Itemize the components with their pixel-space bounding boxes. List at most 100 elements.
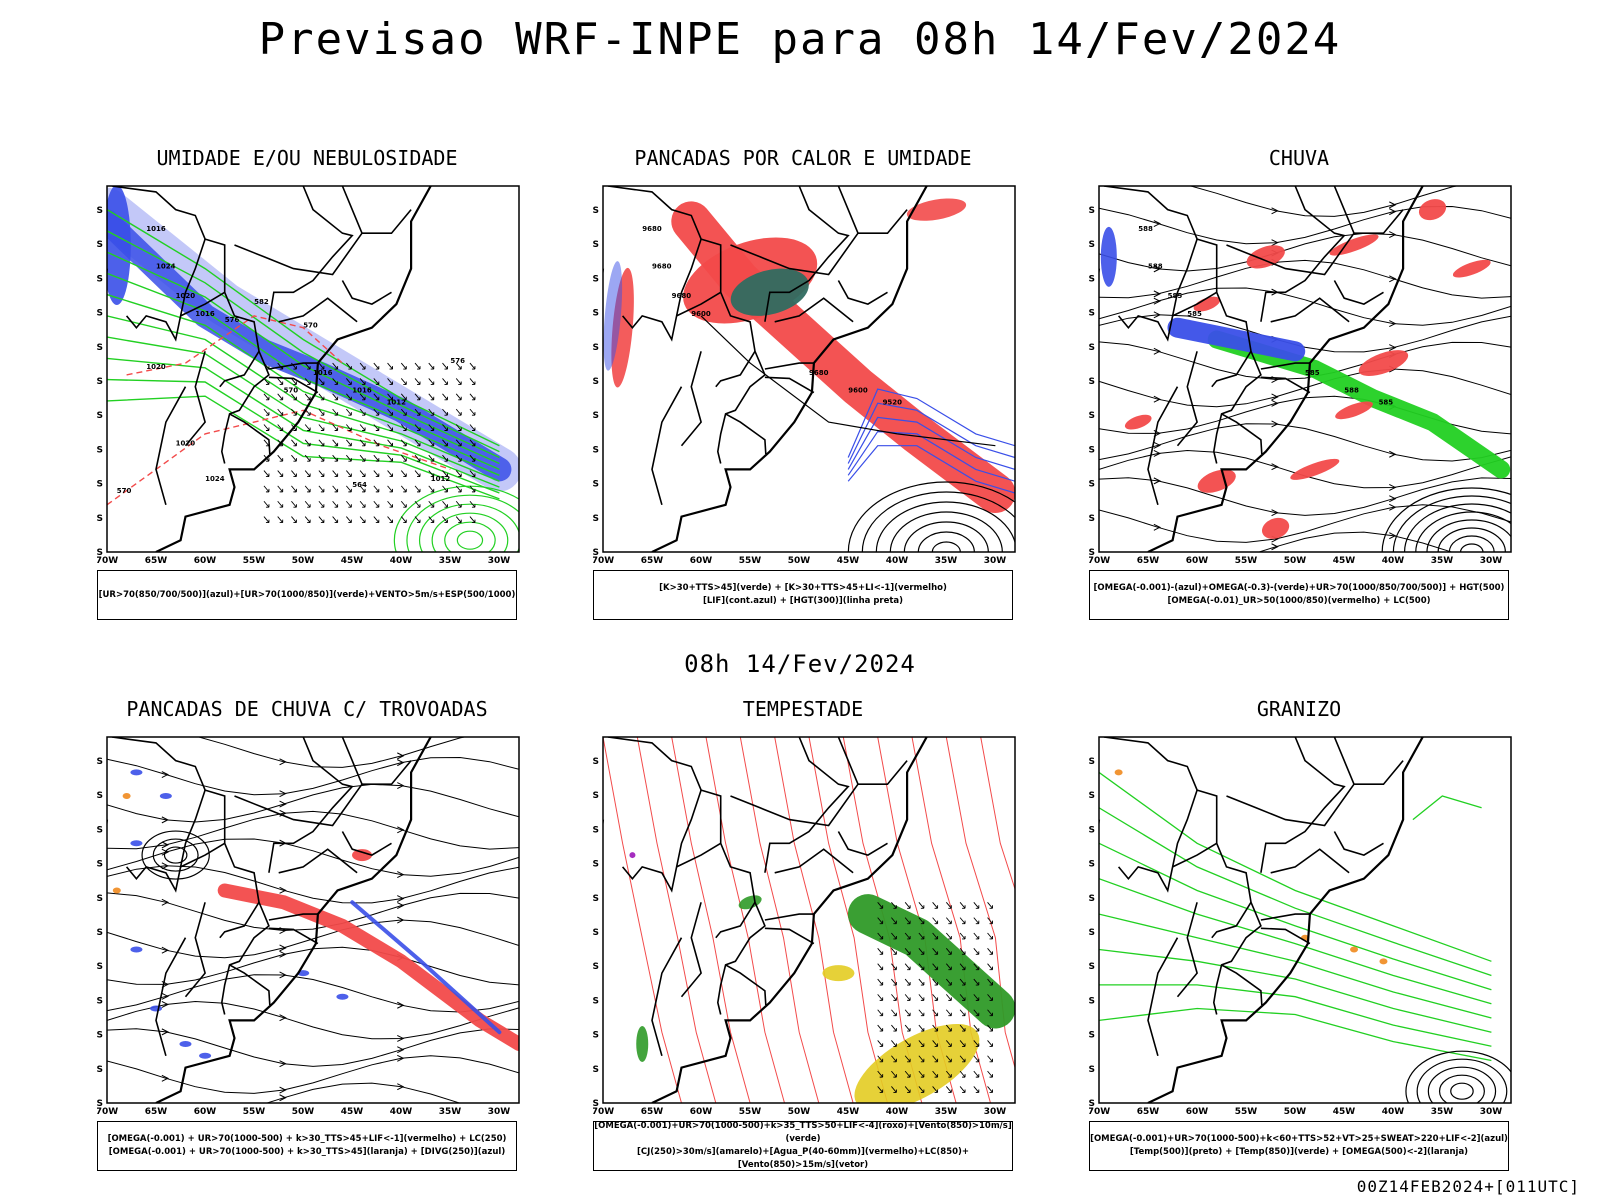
lat-tick-label: 21S [593,309,599,319]
streamline [265,1082,462,1103]
contour-label: 576 [450,357,465,365]
wind-vector [945,1070,952,1078]
jet-stream-area [854,1023,980,1103]
wind-vector [304,516,311,524]
state-border [1226,232,1355,276]
rh-contour [107,378,500,494]
wind-vector [346,516,352,524]
streamline-arrow [279,790,287,798]
state-border [1147,937,1179,1057]
wind-vector [359,393,366,401]
lon-tick-label: 35W [935,556,958,566]
instability-orange [112,887,121,894]
lon-tick-label: 35W [439,1107,462,1117]
streamline-arrow [161,1074,169,1082]
lat-tick-label: 18S [97,825,103,835]
wind-vector [918,994,925,1001]
state-border [1221,964,1263,1006]
wind-vector [455,516,462,524]
streamline-arrow [161,1001,169,1008]
wind-vector [932,1040,939,1047]
state-border [341,831,392,856]
streamline [1099,423,1511,462]
wind-vector [318,424,325,431]
lon-tick-label: 60W [194,556,217,566]
state-border [651,386,683,506]
wind-vector [373,393,380,401]
wind-vector [304,485,311,493]
lat-tick-label: 42S [1089,548,1095,558]
contour-label: 9680 [642,225,662,233]
wind-vector [987,963,993,971]
wind-vector [373,362,380,370]
state-border [676,842,722,868]
streamline-arrow [1153,311,1161,319]
wind-vector [455,439,462,447]
wind-vector [932,963,939,971]
wind-vector [318,470,325,477]
streamline-arrow [1389,320,1397,328]
lat-tick-label: 15S [97,791,103,801]
state-border [234,232,363,276]
state-border [1333,186,1355,234]
wind-vector [373,424,380,431]
wind-vector [414,378,421,385]
divergence-area [130,946,143,953]
state-border [621,238,702,342]
streamline [1099,232,1511,272]
lat-tick-label: 24S [593,343,599,353]
map-frame [1098,736,1512,1104]
streamline [107,1028,519,1067]
streamline-arrow [161,848,169,856]
wind-vector [332,500,339,508]
lat-tick-label: 21S [1089,860,1095,870]
state-border [341,737,363,785]
state-border [858,760,908,785]
wind-vector [904,994,911,1001]
state-border [1147,386,1179,506]
lc-contour [739,737,820,1103]
coastline [155,737,433,1103]
wind-vector [400,470,407,477]
streamline-arrow [1153,523,1161,531]
height-contour [700,315,996,447]
streamline-arrow [279,886,287,894]
temp-850-contour [1099,948,1492,1033]
wind-vector [414,516,421,524]
streamline-vortex [141,830,210,880]
state-border [219,901,260,939]
wind-vector [469,439,476,447]
state-border [180,842,226,868]
coastline [651,737,929,1103]
lon-tick-label: 65W [1137,556,1160,566]
state-border [764,186,850,322]
lif-contour [847,402,1015,464]
state-border [676,291,722,317]
wind-vector [304,470,311,477]
map-frame [1098,185,1512,553]
streamline-arrow [162,728,168,734]
run-timestamp: 00Z14FEB2024+[011UTC] [1356,1177,1580,1196]
map-frame [602,185,1016,553]
wind-vector [428,516,435,524]
wind-vector [373,470,380,477]
wind-vector [291,516,297,524]
streamline-arrow [1271,420,1279,428]
wind-vector [469,500,476,508]
wind-vector [359,454,366,462]
panel-title: CHUVA [1268,146,1330,170]
wind-vector [932,948,939,955]
wind-vector [987,948,993,955]
wind-vector [469,393,476,401]
state-border [111,186,270,464]
wind-vector [455,393,462,401]
wind-vector [918,1009,925,1017]
lon-tick-label: 60W [1186,556,1209,566]
lif-contour [847,430,1015,482]
rain-area [1358,350,1409,377]
wind-vector [400,439,407,447]
wind-vector [359,378,366,385]
coastline [1147,737,1425,1103]
wind-vector [932,902,939,909]
streamline-arrow [1389,450,1397,458]
